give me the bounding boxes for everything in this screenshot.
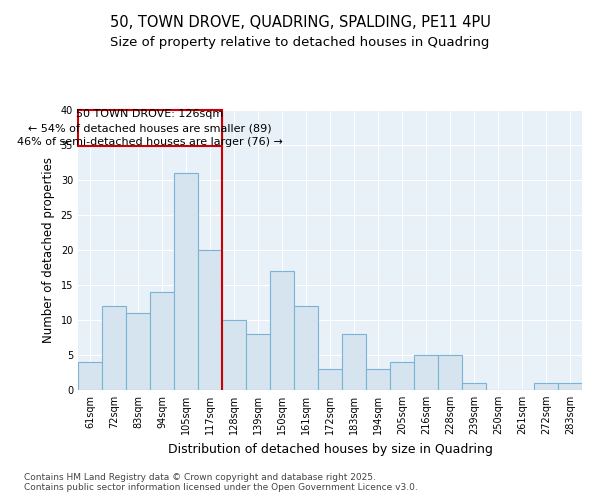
Bar: [366, 369, 390, 390]
Bar: [222, 320, 246, 390]
Text: 50 TOWN DROVE: 126sqm
← 54% of detached houses are smaller (89)
46% of semi-deta: 50 TOWN DROVE: 126sqm ← 54% of detached …: [17, 109, 283, 147]
Text: 50, TOWN DROVE, QUADRING, SPALDING, PE11 4PU: 50, TOWN DROVE, QUADRING, SPALDING, PE11…: [110, 15, 490, 30]
X-axis label: Distribution of detached houses by size in Quadring: Distribution of detached houses by size …: [167, 442, 493, 456]
Bar: [174, 173, 198, 390]
Bar: [150, 292, 174, 390]
Text: Contains HM Land Registry data © Crown copyright and database right 2025.
Contai: Contains HM Land Registry data © Crown c…: [24, 472, 418, 492]
Bar: [102, 306, 126, 390]
Bar: [126, 313, 150, 390]
Text: Size of property relative to detached houses in Quadring: Size of property relative to detached ho…: [110, 36, 490, 49]
Bar: [294, 306, 318, 390]
Bar: [558, 383, 582, 390]
Y-axis label: Number of detached properties: Number of detached properties: [42, 157, 55, 343]
Bar: [390, 362, 414, 390]
Bar: [78, 362, 102, 390]
Bar: [342, 334, 366, 390]
Bar: [414, 355, 438, 390]
Bar: [534, 383, 558, 390]
Bar: [246, 334, 270, 390]
Bar: [198, 250, 222, 390]
Bar: [79, 110, 221, 146]
Bar: [438, 355, 462, 390]
Bar: [318, 369, 342, 390]
Bar: [462, 383, 486, 390]
Bar: [270, 271, 294, 390]
